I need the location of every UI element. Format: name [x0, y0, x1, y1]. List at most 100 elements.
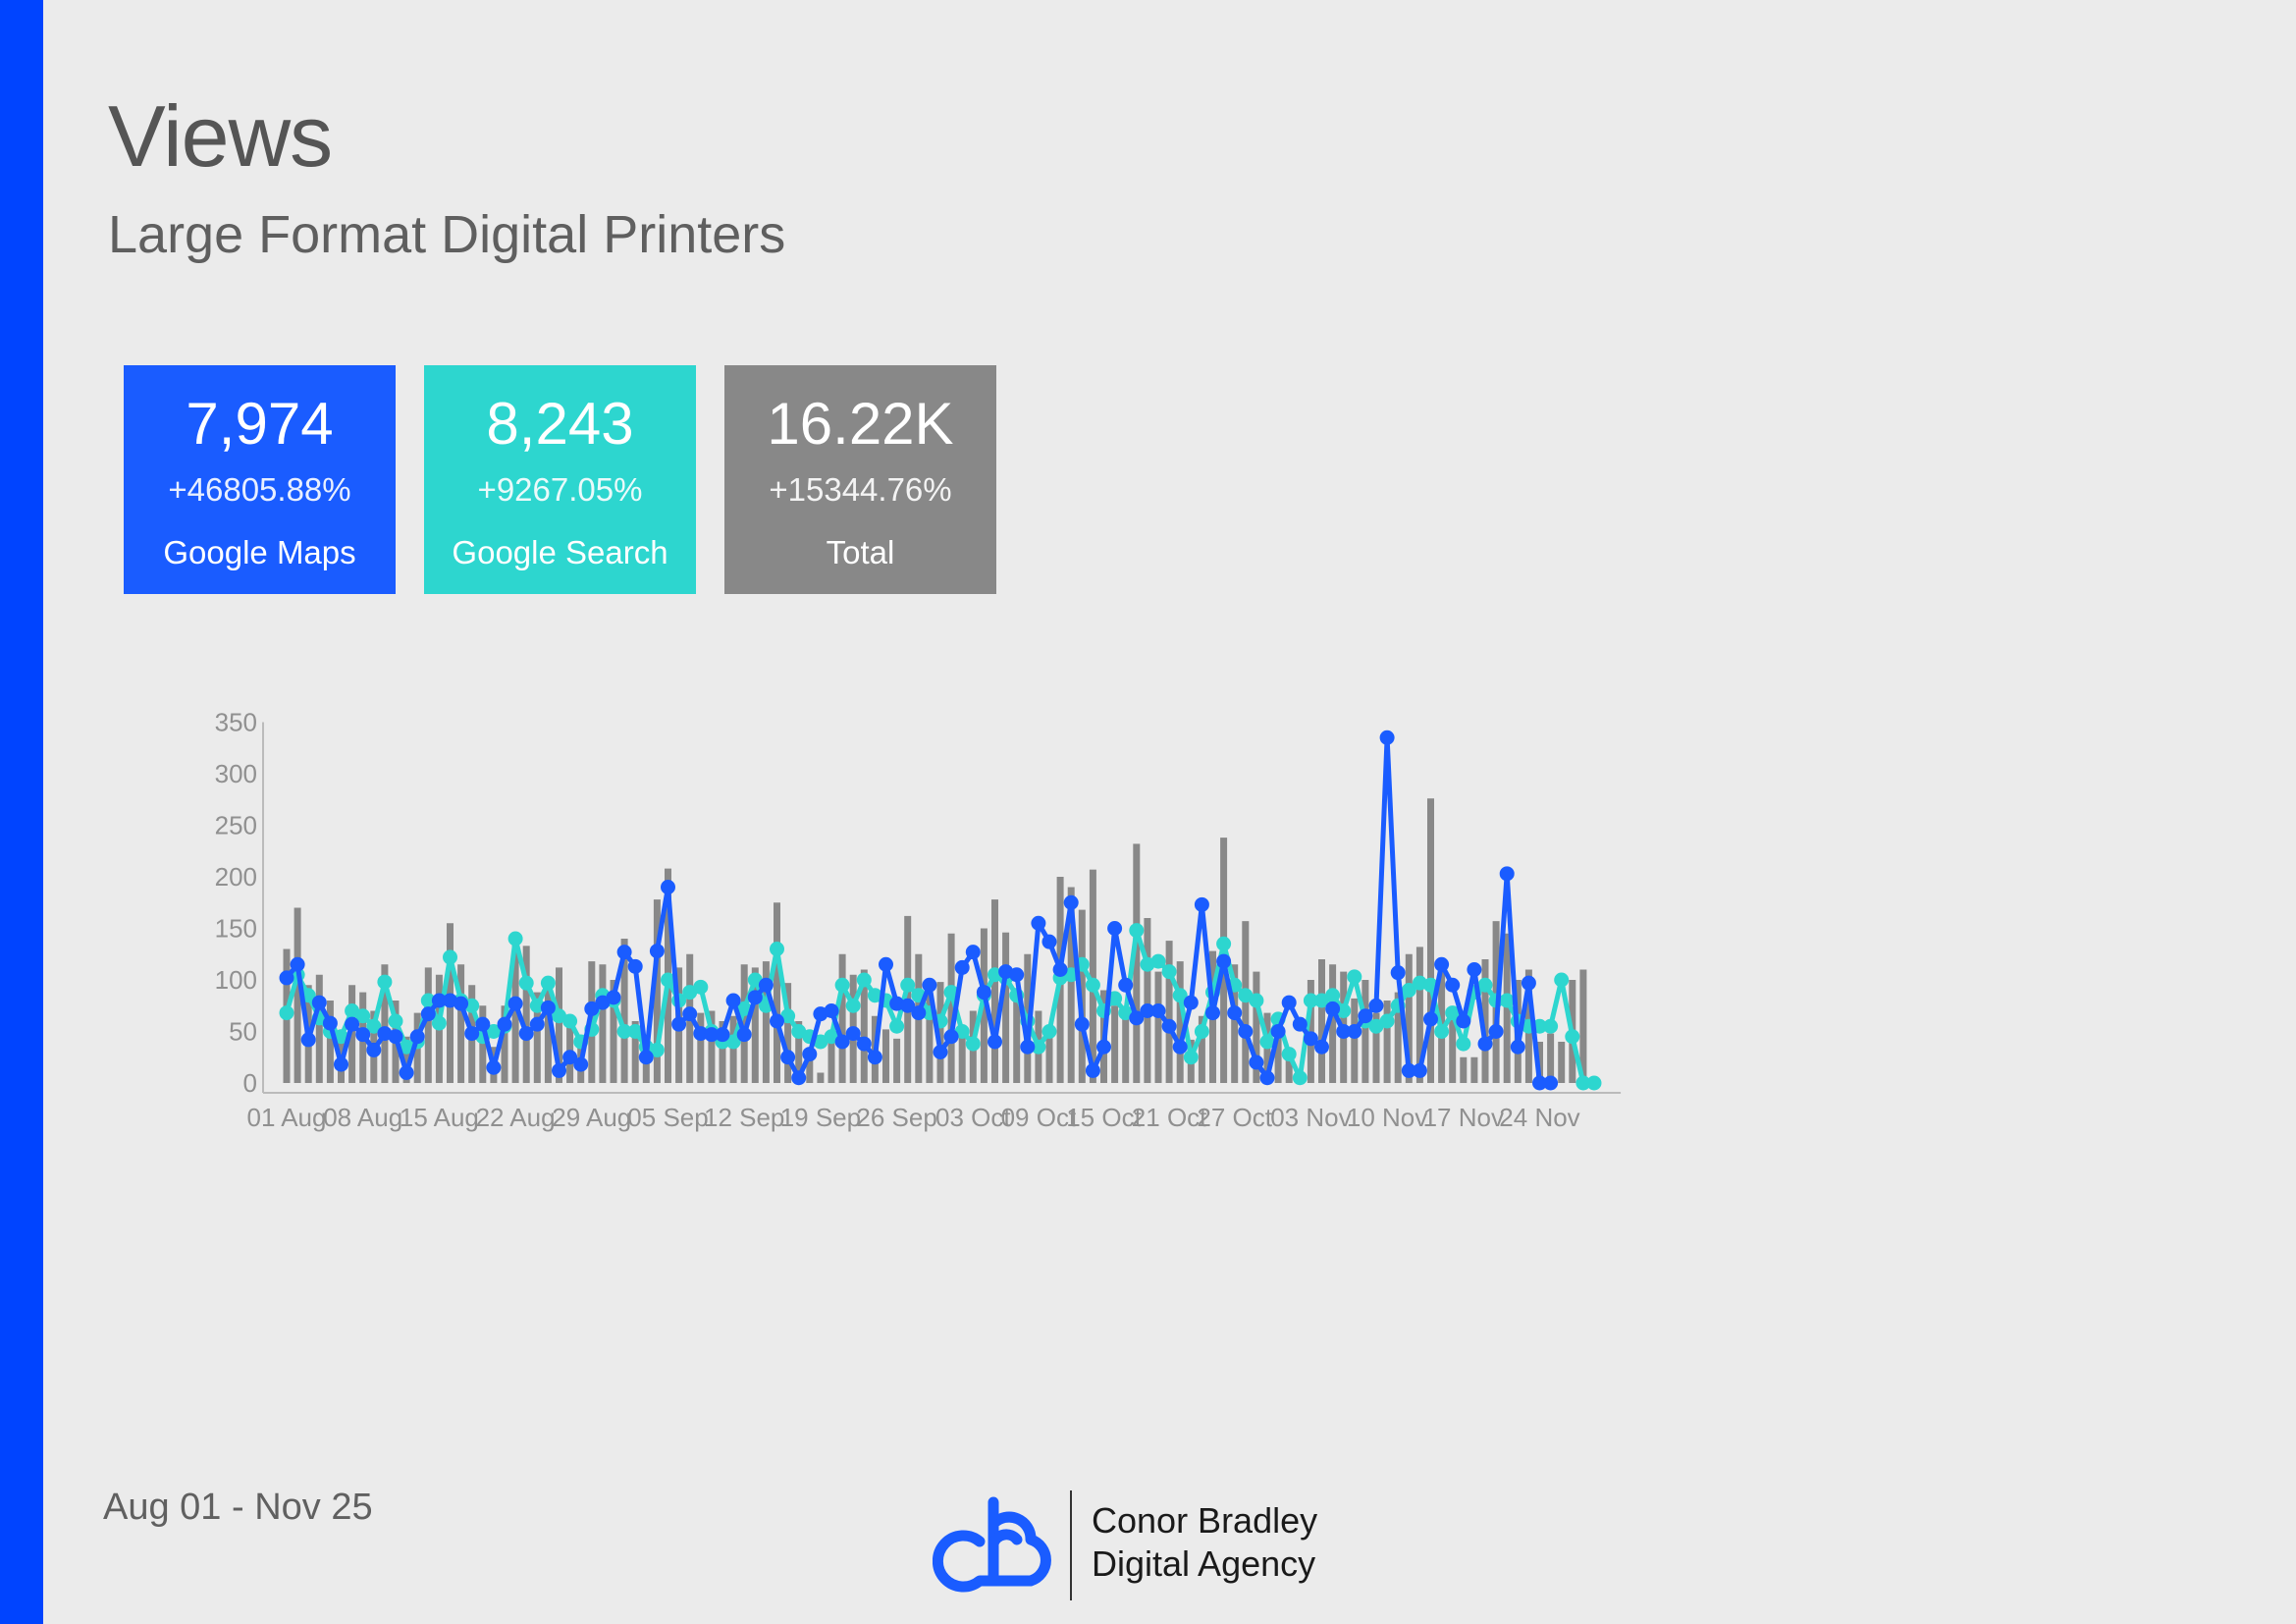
data-point	[933, 1045, 948, 1059]
bar	[1253, 971, 1260, 1083]
data-point	[1314, 993, 1329, 1008]
data-point	[1456, 1036, 1471, 1052]
data-point	[616, 945, 632, 960]
bar	[1503, 933, 1511, 1083]
data-point	[1074, 1016, 1090, 1032]
logo-divider	[1070, 1490, 1072, 1600]
brand-name-line1: Conor Bradley	[1092, 1500, 1318, 1541]
data-point	[704, 1027, 720, 1043]
data-point	[1259, 1034, 1275, 1050]
bar	[620, 939, 628, 1083]
metric-value: 16.22K	[767, 391, 954, 457]
data-point	[1477, 977, 1493, 993]
bar	[1133, 843, 1141, 1083]
metric-change: +15344.76%	[769, 471, 952, 508]
bar	[1089, 869, 1096, 1083]
data-point	[431, 993, 447, 1008]
data-point	[1205, 1005, 1220, 1021]
data-point	[845, 1026, 861, 1042]
data-point	[856, 1036, 872, 1052]
data-point	[1379, 730, 1395, 745]
bar	[828, 1036, 835, 1083]
data-point	[1499, 993, 1515, 1008]
data-point	[1412, 1062, 1427, 1078]
data-point	[693, 1026, 709, 1042]
data-point	[290, 956, 305, 972]
data-point	[1401, 983, 1416, 998]
bar	[1067, 887, 1075, 1083]
data-point	[1467, 962, 1482, 977]
data-point	[1401, 1062, 1416, 1078]
data-point	[334, 1056, 348, 1072]
data-point	[562, 1013, 578, 1029]
data-point	[1499, 866, 1515, 882]
data-point	[454, 996, 469, 1011]
data-point	[1325, 1001, 1341, 1016]
data-point	[725, 993, 741, 1008]
data-point	[954, 1024, 970, 1039]
data-point	[1194, 896, 1209, 912]
metric-change: +46805.88%	[168, 471, 351, 508]
data-point	[366, 1042, 382, 1057]
data-point	[954, 959, 970, 975]
data-point	[507, 996, 523, 1011]
data-point	[1281, 1047, 1297, 1062]
data-point	[606, 990, 621, 1005]
y-tick-label: 300	[215, 759, 257, 788]
data-point	[399, 1065, 414, 1080]
data-point	[1477, 1036, 1493, 1052]
bar	[958, 1031, 966, 1083]
x-tick-label: 21 Oct	[1132, 1103, 1207, 1132]
data-point	[507, 931, 523, 947]
metric-label: Google Maps	[163, 534, 356, 570]
data-point	[1238, 988, 1254, 1003]
data-point	[366, 1018, 382, 1034]
data-point	[1161, 964, 1177, 980]
bar	[1383, 1001, 1391, 1083]
x-tick-label: 26 Sep	[856, 1103, 936, 1132]
data-point	[1118, 977, 1134, 993]
bar	[838, 953, 846, 1083]
metric-tile-google-search: 8,243 +9267.05% Google Search	[424, 365, 696, 594]
bar	[1198, 1015, 1205, 1083]
data-point	[1368, 1018, 1384, 1034]
x-tick-label: 12 Sep	[704, 1103, 784, 1132]
data-point	[1216, 936, 1232, 951]
x-tick-label: 19 Sep	[780, 1103, 861, 1132]
data-point	[464, 998, 480, 1013]
data-point	[1347, 969, 1362, 985]
data-point	[715, 1027, 730, 1043]
bar	[774, 902, 780, 1083]
data-point	[1445, 977, 1461, 993]
data-point	[1586, 1075, 1602, 1091]
bar	[1449, 1015, 1457, 1083]
data-point	[791, 1070, 807, 1086]
y-tick-label: 150	[215, 914, 257, 944]
x-tick-label: 15 Aug	[400, 1103, 479, 1132]
x-tick-label: 27 Oct	[1197, 1103, 1272, 1132]
bar	[522, 946, 530, 1083]
data-point	[388, 1013, 403, 1029]
bar	[294, 907, 301, 1083]
data-point	[1445, 1005, 1461, 1021]
data-point	[1140, 1003, 1155, 1018]
metric-value: 8,243	[486, 391, 634, 457]
data-point	[943, 985, 959, 1001]
data-point	[279, 970, 294, 986]
data-point	[758, 977, 774, 993]
data-point	[824, 1029, 839, 1045]
data-point	[1227, 1005, 1243, 1021]
x-tick-label: 03 Nov	[1270, 1103, 1351, 1132]
data-point	[431, 1015, 447, 1031]
bar	[1144, 918, 1151, 1083]
bar	[479, 1005, 487, 1083]
data-point	[486, 1059, 502, 1075]
bar	[653, 899, 661, 1083]
data-point	[1161, 1018, 1177, 1034]
data-point	[552, 1062, 566, 1078]
bar	[1558, 1042, 1566, 1083]
bar	[1415, 947, 1423, 1083]
bar	[1002, 932, 1010, 1083]
date-range: Aug 01 - Nov 25	[103, 1487, 373, 1528]
bar	[1362, 980, 1369, 1083]
